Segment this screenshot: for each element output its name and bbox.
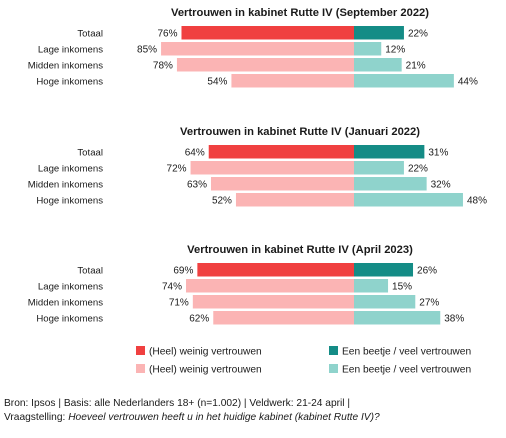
- data-label-negative: 52%: [212, 196, 232, 207]
- bar-positive: [354, 311, 441, 325]
- bar-positive: [354, 74, 454, 88]
- data-label-positive: 22%: [408, 164, 428, 175]
- bar-negative: [197, 263, 354, 277]
- data-label-positive: 26%: [417, 266, 437, 277]
- legend-label: Een beetje / veel vertrouwen: [342, 365, 471, 376]
- legend-swatch: [329, 364, 338, 373]
- data-label-negative: 64%: [185, 148, 205, 159]
- category-label: Totaal: [77, 29, 103, 40]
- bar-negative: [181, 26, 354, 40]
- data-label-negative: 54%: [207, 77, 227, 88]
- panel-title: Vertrouwen in kabinet Rutte IV (Septembe…: [171, 7, 429, 19]
- legend-label: Een beetje / veel vertrouwen: [342, 347, 471, 358]
- question-prefix: Vraagstelling:: [4, 412, 69, 423]
- data-label-positive: 15%: [392, 282, 412, 293]
- bar-negative: [192, 295, 354, 309]
- data-label-negative: 74%: [162, 282, 182, 293]
- legend-swatch: [329, 346, 338, 355]
- category-label: Lage inkomens: [38, 164, 103, 175]
- data-label-positive: 27%: [419, 298, 439, 309]
- source-note: Bron: Ipsos | Basis: alle Nederlanders 1…: [4, 398, 351, 409]
- category-label: Hoge inkomens: [36, 196, 103, 207]
- bar-negative: [190, 161, 354, 175]
- bar-negative: [161, 42, 354, 56]
- data-label-positive: 38%: [444, 314, 464, 325]
- category-label: Midden inkomens: [28, 61, 103, 72]
- category-label: Lage inkomens: [38, 45, 103, 56]
- data-label-positive: 21%: [406, 61, 426, 72]
- data-label-positive: 12%: [385, 45, 405, 56]
- legend-label: (Heel) weinig vertrouwen: [149, 365, 262, 376]
- legend-swatch: [136, 364, 145, 373]
- bar-positive: [354, 161, 404, 175]
- category-label: Lage inkomens: [38, 282, 103, 293]
- category-label: Hoge inkomens: [36, 314, 103, 325]
- category-label: Midden inkomens: [28, 298, 103, 309]
- data-label-positive: 31%: [428, 148, 448, 159]
- data-label-negative: 72%: [167, 164, 187, 175]
- data-label-positive: 32%: [431, 180, 451, 191]
- legend-swatch: [136, 346, 145, 355]
- data-label-negative: 62%: [189, 314, 209, 325]
- data-label-positive: 44%: [458, 77, 478, 88]
- bar-positive: [354, 26, 404, 40]
- bar-positive: [354, 145, 425, 159]
- bar-negative: [210, 177, 354, 191]
- bar-negative: [231, 74, 354, 88]
- category-label: Totaal: [77, 266, 103, 277]
- category-label: Hoge inkomens: [36, 77, 103, 88]
- category-label: Totaal: [77, 148, 103, 159]
- footer: Bron: Ipsos | Basis: alle Nederlanders 1…: [4, 397, 504, 425]
- bar-negative: [235, 193, 354, 207]
- question-note: Vraagstelling: Hoeveel vertrouwen heeft …: [4, 411, 504, 425]
- data-label-negative: 85%: [137, 45, 157, 56]
- bar-negative: [186, 279, 354, 293]
- bar-negative: [208, 145, 354, 159]
- panel-title: Vertrouwen in kabinet Rutte IV (April 20…: [187, 244, 413, 256]
- bar-positive: [354, 193, 463, 207]
- data-label-positive: 22%: [408, 29, 428, 40]
- data-label-negative: 71%: [169, 298, 189, 309]
- bar-positive: [354, 58, 402, 72]
- data-label-negative: 78%: [153, 61, 173, 72]
- data-label-negative: 69%: [173, 266, 193, 277]
- legend-label: (Heel) weinig vertrouwen: [149, 347, 262, 358]
- bar-positive: [354, 42, 382, 56]
- question-text: Hoeveel vertrouwen heeft u in het huidig…: [68, 412, 380, 423]
- category-label: Midden inkomens: [28, 180, 103, 191]
- bar-negative: [176, 58, 354, 72]
- data-label-negative: 76%: [157, 29, 177, 40]
- chart: Vertrouwen in kabinet Rutte IV (Septembe…: [28, 7, 487, 376]
- data-label-positive: 48%: [467, 196, 487, 207]
- bar-positive: [354, 279, 389, 293]
- bar-negative: [213, 311, 354, 325]
- panel-title: Vertrouwen in kabinet Rutte IV (Januari …: [180, 126, 420, 138]
- data-label-negative: 63%: [187, 180, 207, 191]
- bar-positive: [354, 177, 427, 191]
- bar-positive: [354, 263, 414, 277]
- bar-positive: [354, 295, 416, 309]
